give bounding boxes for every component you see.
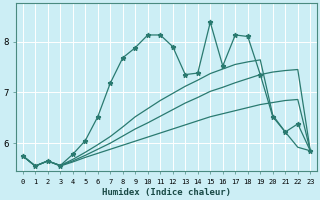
- X-axis label: Humidex (Indice chaleur): Humidex (Indice chaleur): [102, 188, 231, 197]
